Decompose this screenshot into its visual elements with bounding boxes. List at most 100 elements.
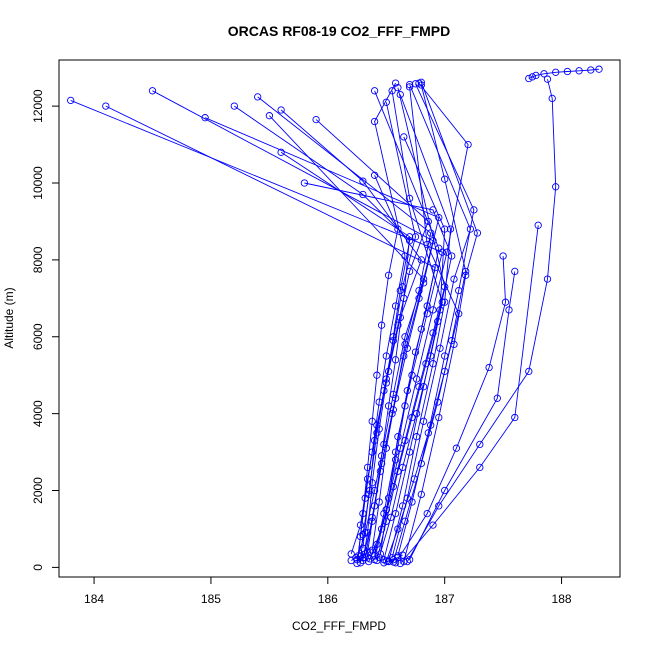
data-point bbox=[450, 275, 458, 283]
data-point bbox=[368, 479, 376, 487]
data-point bbox=[373, 371, 381, 379]
data-point bbox=[382, 98, 390, 106]
series bbox=[525, 65, 603, 83]
data-point bbox=[429, 306, 437, 314]
data-point bbox=[417, 256, 425, 264]
series-line bbox=[397, 83, 475, 557]
data-point bbox=[359, 190, 367, 199]
data-point bbox=[408, 371, 416, 379]
data-point bbox=[377, 321, 386, 329]
data-point bbox=[375, 553, 383, 562]
y-tick-label: 8000 bbox=[31, 246, 45, 273]
series-line bbox=[105, 105, 436, 556]
y-tick-label: 2000 bbox=[31, 477, 45, 504]
y-axis: 0 2000 4000 6000 8000 10000 12000 bbox=[31, 89, 60, 571]
data-point bbox=[359, 509, 367, 518]
data-point bbox=[548, 94, 556, 103]
series bbox=[396, 221, 542, 568]
series bbox=[254, 93, 435, 554]
series bbox=[102, 102, 439, 560]
data-point bbox=[411, 233, 420, 241]
data-point bbox=[391, 356, 400, 364]
data-point bbox=[419, 279, 428, 287]
data-point bbox=[400, 133, 408, 141]
data-point bbox=[398, 283, 407, 291]
data-point bbox=[412, 375, 421, 383]
data-point bbox=[353, 559, 361, 568]
series bbox=[354, 171, 402, 560]
data-point bbox=[417, 81, 425, 89]
data-point bbox=[438, 298, 446, 306]
data-point bbox=[384, 557, 393, 565]
data-point bbox=[102, 102, 110, 110]
series-line bbox=[528, 68, 600, 79]
data-point bbox=[429, 329, 437, 337]
data-point bbox=[466, 225, 475, 233]
series bbox=[356, 98, 420, 567]
data-point bbox=[403, 344, 411, 352]
series bbox=[380, 551, 407, 567]
data-point bbox=[464, 140, 472, 149]
series-line bbox=[392, 84, 467, 563]
data-point bbox=[370, 87, 379, 95]
data-point bbox=[587, 66, 595, 74]
data-point bbox=[391, 456, 400, 464]
series-line bbox=[391, 84, 471, 558]
data-point bbox=[380, 559, 388, 567]
data-point bbox=[67, 96, 75, 105]
data-point bbox=[391, 509, 400, 518]
data-point bbox=[511, 267, 519, 276]
data-point bbox=[543, 75, 552, 83]
data-point bbox=[470, 206, 478, 214]
data-point bbox=[363, 529, 372, 537]
data-point bbox=[417, 459, 425, 468]
data-point bbox=[368, 513, 376, 522]
data-point bbox=[427, 229, 435, 237]
data-point bbox=[441, 486, 449, 495]
data-point bbox=[398, 551, 407, 559]
data-point bbox=[382, 352, 390, 360]
data-point bbox=[356, 552, 365, 560]
data-point bbox=[370, 117, 379, 126]
data-point bbox=[575, 67, 583, 75]
data-point bbox=[438, 248, 446, 256]
series-line bbox=[409, 271, 516, 560]
x-tick-label: 187 bbox=[435, 592, 455, 606]
series bbox=[277, 106, 425, 558]
data-point bbox=[366, 555, 374, 563]
data-point bbox=[476, 463, 484, 472]
data-point bbox=[389, 336, 397, 345]
series-line bbox=[399, 225, 539, 564]
series-line bbox=[406, 79, 557, 562]
data-point bbox=[377, 452, 386, 460]
series bbox=[375, 87, 446, 562]
data-point bbox=[493, 394, 501, 402]
data-point bbox=[427, 352, 435, 360]
series-line bbox=[70, 99, 443, 554]
data-point bbox=[435, 213, 443, 222]
data-point bbox=[429, 521, 437, 529]
data-point bbox=[388, 87, 396, 95]
series-line bbox=[360, 102, 416, 563]
series bbox=[405, 267, 519, 564]
data-point bbox=[417, 490, 425, 499]
series-line bbox=[204, 117, 440, 558]
data-point bbox=[401, 333, 409, 341]
data-point bbox=[455, 310, 463, 318]
data-point bbox=[277, 148, 285, 156]
data-point bbox=[396, 286, 404, 295]
x-tick-label: 184 bbox=[84, 592, 104, 606]
data-point bbox=[394, 84, 402, 92]
data-point bbox=[540, 70, 548, 78]
data-point bbox=[394, 553, 402, 562]
data-point bbox=[375, 425, 383, 433]
x-tick-label: 188 bbox=[552, 592, 572, 606]
series-line bbox=[385, 86, 460, 562]
series bbox=[403, 75, 560, 566]
data-point bbox=[359, 177, 367, 185]
data-point bbox=[254, 93, 262, 101]
data-point bbox=[417, 325, 425, 333]
data-point bbox=[370, 171, 379, 179]
x-tick-label: 186 bbox=[318, 592, 338, 606]
data-point bbox=[405, 556, 414, 564]
